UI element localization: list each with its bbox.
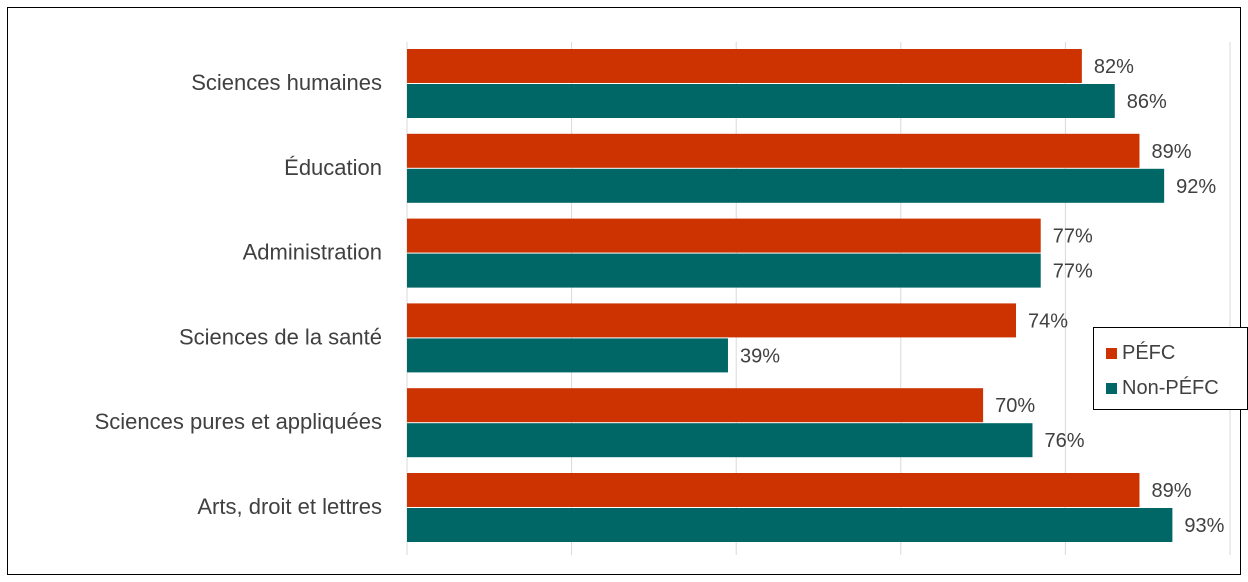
bar [407, 49, 1082, 83]
data-label: 93% [1184, 515, 1224, 537]
bar [407, 473, 1140, 507]
category-label: Sciences de la santé [179, 324, 382, 349]
category-label: Arts, droit et lettres [197, 494, 382, 519]
data-label: 70% [995, 395, 1035, 417]
data-label: 77% [1053, 226, 1093, 248]
bar [407, 84, 1115, 118]
legend-swatch-non-pefc [1106, 383, 1117, 394]
data-label: 86% [1127, 91, 1167, 113]
data-label: 77% [1053, 261, 1093, 283]
category-label: Éducation [284, 155, 382, 180]
bar [407, 133, 1140, 168]
category-label: Sciences pures et appliquées [95, 409, 382, 434]
category-label: Sciences humaines [191, 70, 382, 95]
bar [407, 303, 1017, 338]
category-label: Administration [243, 240, 382, 265]
bar [407, 508, 1173, 542]
legend-label-pefc: PÉFC [1122, 342, 1176, 364]
data-label: 76% [1044, 430, 1084, 452]
bar [407, 388, 984, 423]
data-label: 82% [1094, 56, 1134, 78]
data-label: 92% [1176, 176, 1216, 198]
legend-swatch-pefc [1106, 348, 1117, 359]
bar [407, 423, 1033, 458]
data-label: 74% [1028, 310, 1068, 332]
legend-item-pefc: PÉFC [1106, 342, 1175, 365]
legend: PÉFC Non-PÉFC [1093, 327, 1248, 410]
data-label: 89% [1151, 141, 1191, 163]
data-label: 39% [740, 345, 780, 367]
legend-item-non-pefc: Non-PÉFC [1106, 377, 1219, 400]
bar [407, 338, 728, 373]
bar [407, 218, 1041, 253]
legend-label-non-pefc: Non-PÉFC [1122, 377, 1219, 399]
bar [407, 168, 1165, 203]
bar [407, 253, 1041, 288]
data-label: 89% [1151, 480, 1191, 502]
